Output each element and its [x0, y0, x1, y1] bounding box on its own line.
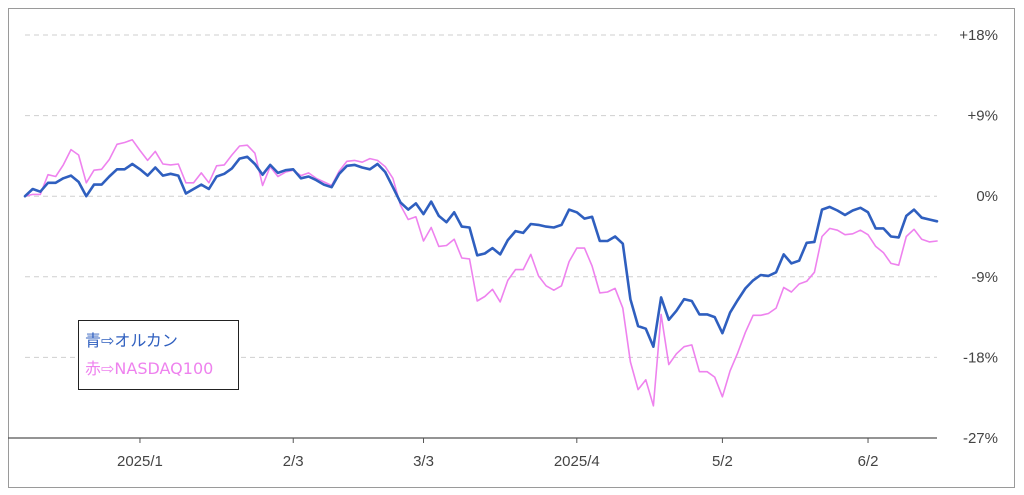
- x-tick-label: 2025/1: [117, 453, 163, 470]
- y-tick-label: -9%: [971, 269, 998, 286]
- series-line-nasdaq100: [24, 139, 938, 407]
- x-tick-label: 2/3: [283, 453, 304, 470]
- x-tick-label: 6/2: [858, 453, 879, 470]
- x-tick-label: 5/2: [712, 453, 733, 470]
- legend-item-orukan: 青⇨オルカン: [85, 331, 178, 350]
- chart-frame: [8, 8, 1015, 488]
- x-tick-label: 3/3: [413, 453, 434, 470]
- legend: 青⇨オルカン 赤⇨NASDAQ100: [78, 320, 239, 390]
- y-tick-label: -18%: [963, 349, 998, 366]
- y-tick-label: +9%: [968, 108, 998, 125]
- x-tick-label: 2025/4: [554, 453, 600, 470]
- series-line-orukan: [23, 155, 939, 349]
- legend-item-nasdaq100: 赤⇨NASDAQ100: [85, 359, 214, 378]
- y-tick-label: -27%: [963, 430, 998, 447]
- y-tick-label: +18%: [959, 27, 998, 44]
- y-tick-label: 0%: [976, 188, 998, 205]
